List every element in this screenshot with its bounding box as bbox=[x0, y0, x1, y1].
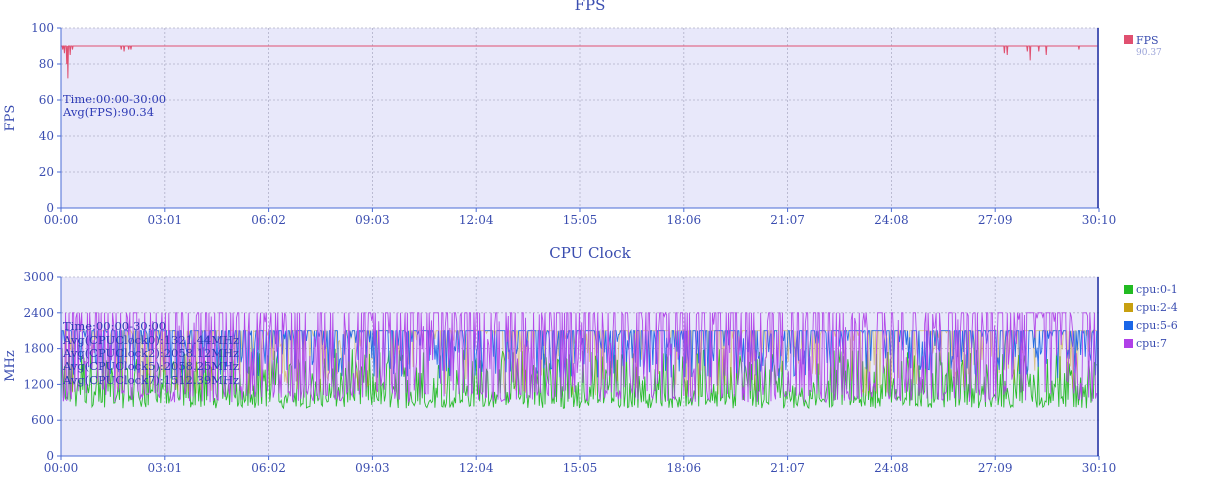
fps-chart-title: FPS bbox=[575, 0, 606, 14]
fps-legend-swatch bbox=[1124, 35, 1133, 44]
fps-x-tick-label: 21:07 bbox=[770, 213, 805, 227]
cpu-legend-swatch bbox=[1124, 339, 1133, 348]
fps-series-line bbox=[61, 45, 1098, 79]
cpu-legend-label: cpu:7 bbox=[1136, 337, 1167, 350]
cpu-series-line-cpu01 bbox=[60, 348, 1097, 410]
fps-y-tick-label: 20 bbox=[39, 165, 54, 179]
cpu-y-ticks: 0 600 1200 1800 2400 3000 bbox=[23, 270, 61, 463]
fps-legend: FPS 90.37 bbox=[1124, 34, 1162, 58]
cpu-annotation-avg7: Avg(CPUClock7):1512.39MHz bbox=[62, 373, 239, 387]
fps-y-tick-label: 100 bbox=[31, 21, 54, 35]
cpu-clock-chart: CPU Clock 0 600 1200 1800 2400 3000 00:00 03:0… bbox=[3, 244, 1178, 475]
cpu-annotation-avg2: Avg(CPUClock2):2058.12MHz bbox=[62, 346, 239, 360]
cpu-annotation-avg0: Avg(CPUClock0):1321.44MHz bbox=[62, 333, 239, 347]
cpu-x-tick-label: 00:00 bbox=[44, 461, 79, 475]
fps-x-tick-label: 15:05 bbox=[563, 213, 598, 227]
cpu-x-tick-label: 03:01 bbox=[148, 461, 183, 475]
fps-y-tick-label: 0 bbox=[46, 201, 54, 215]
cpu-annotation-time: Time:00:00-30:00 bbox=[63, 319, 166, 333]
fps-x-tick-label: 06:02 bbox=[251, 213, 286, 227]
cpu-series-line-cpu7 bbox=[60, 311, 1098, 404]
cpu-legend: cpu:0-1 cpu:2-4 cpu:5-6 cpu:7 bbox=[1124, 283, 1178, 350]
cpu-legend-swatch bbox=[1124, 303, 1133, 312]
cpu-y-tick-label: 3000 bbox=[23, 270, 54, 284]
cpu-x-tick-label: 27:09 bbox=[978, 461, 1013, 475]
fps-x-tick-label: 27:09 bbox=[978, 213, 1013, 227]
fps-series-lines bbox=[61, 45, 1098, 79]
cpu-y-tick-label: 1200 bbox=[23, 377, 54, 391]
fps-x-tick-label: 24:08 bbox=[874, 213, 909, 227]
cpu-y-tick-label: 0 bbox=[46, 449, 54, 463]
fps-legend-value: 90.37 bbox=[1136, 48, 1162, 58]
fps-annotation-time: Time:00:00-30:00 bbox=[63, 92, 166, 106]
cpu-x-tick-label: 30:10 bbox=[1082, 461, 1117, 475]
cpu-x-tick-label: 18:06 bbox=[667, 461, 702, 475]
fps-gridlines bbox=[61, 27, 1099, 208]
fps-legend-label: FPS bbox=[1136, 34, 1159, 47]
cpu-x-tick-label: 24:08 bbox=[874, 461, 909, 475]
fps-x-tick-label: 03:01 bbox=[148, 213, 183, 227]
fps-x-tick-label: 12:04 bbox=[459, 213, 494, 227]
cpu-legend-label: cpu:0-1 bbox=[1136, 283, 1178, 296]
fps-x-tick-label: 18:06 bbox=[667, 213, 702, 227]
cpu-y-tick-label: 2400 bbox=[23, 306, 54, 320]
fps-y-ticks: 0 20 40 60 80 100 bbox=[31, 21, 61, 215]
fps-y-tick-label: 60 bbox=[39, 93, 54, 107]
fps-x-tick-label: 30:10 bbox=[1082, 213, 1117, 227]
cpu-y-tick-label: 1800 bbox=[23, 342, 54, 356]
cpu-x-tick-label: 06:02 bbox=[251, 461, 286, 475]
cpu-annotations: Time:00:00-30:00 Avg(CPUClock0):1321.44M… bbox=[62, 319, 239, 387]
cpu-x-ticks: 00:00 03:01 06:02 09:03 12:04 15:05 18:06 21:07… bbox=[44, 456, 1117, 475]
fps-x-tick-label: 09:03 bbox=[355, 213, 390, 227]
cpu-y-tick-label: 600 bbox=[31, 413, 54, 427]
cpu-y-label: MHz bbox=[3, 350, 18, 382]
cpu-legend-swatch bbox=[1124, 321, 1133, 330]
fps-y-tick-label: 40 bbox=[39, 129, 54, 143]
fps-y-tick-label: 80 bbox=[39, 57, 54, 71]
cpu-legend-label: cpu:5-6 bbox=[1136, 319, 1178, 332]
fps-chart: FPS 0 20 40 60 80 100 00:00 03:01 06:02 09:03 12:… bbox=[3, 0, 1162, 227]
fps-x-ticks: 00:00 03:01 06:02 09:03 12:04 15:05 18:06 21:07… bbox=[44, 208, 1117, 227]
cpu-x-tick-label: 21:07 bbox=[770, 461, 805, 475]
fps-y-label: FPS bbox=[3, 105, 18, 132]
cpu-series-lines bbox=[60, 311, 1098, 410]
cpu-x-tick-label: 12:04 bbox=[459, 461, 494, 475]
cpu-legend-swatch bbox=[1124, 285, 1133, 294]
cpu-legend-label: cpu:2-4 bbox=[1136, 301, 1178, 314]
fps-annotation-avg: Avg(FPS):90.34 bbox=[62, 105, 154, 119]
cpu-annotation-avg5: Avg(CPUClock5):2058.25MHz bbox=[62, 359, 239, 373]
fps-x-tick-label: 00:00 bbox=[44, 213, 79, 227]
cpu-x-tick-label: 15:05 bbox=[563, 461, 598, 475]
cpu-x-tick-label: 09:03 bbox=[355, 461, 390, 475]
cpu-chart-title: CPU Clock bbox=[549, 244, 631, 262]
